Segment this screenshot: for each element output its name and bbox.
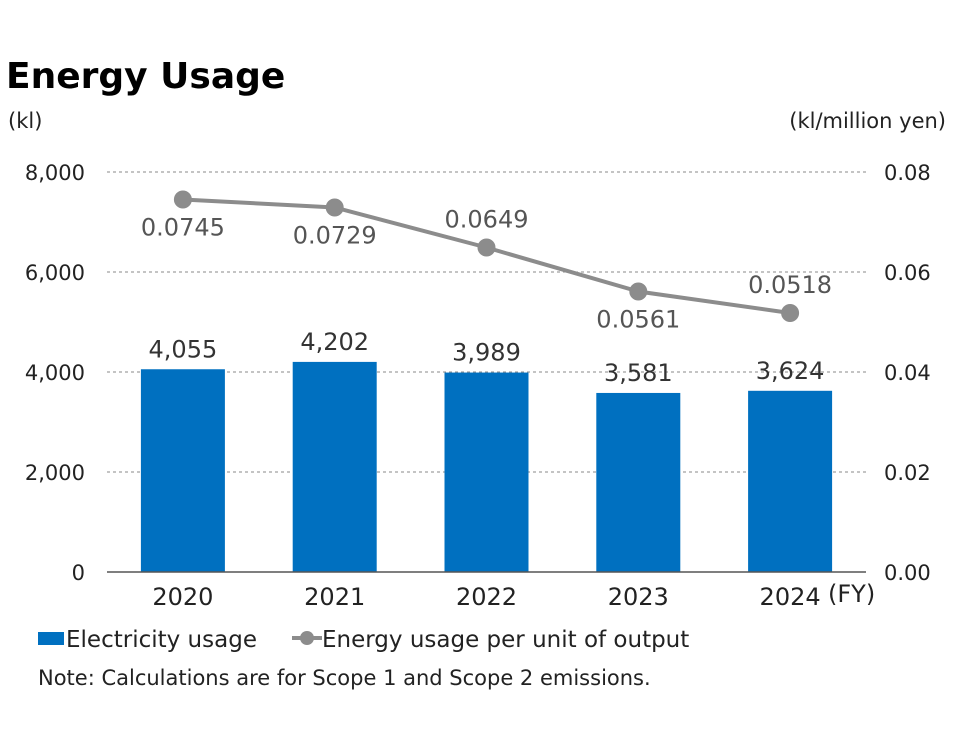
line-marker	[629, 282, 648, 301]
left-tick-label: 4,000	[25, 361, 85, 385]
x-tick-label: 2024	[760, 583, 821, 611]
bar-data-label: 3,624	[756, 357, 825, 385]
line-marker	[173, 190, 192, 209]
right-axis-ticks: 0.00 0.02 0.04 0.06 0.08	[884, 161, 931, 585]
chart-title: Energy Usage	[6, 56, 285, 97]
bar-data-label: 4,055	[149, 335, 218, 363]
right-tick-label: 0.08	[884, 161, 931, 185]
left-tick-label: 2,000	[25, 461, 85, 485]
left-tick-label: 6,000	[25, 261, 85, 285]
bar-data-label: 3,581	[604, 359, 673, 387]
left-axis-ticks: 0 2,000 4,000 6,000 8,000	[25, 161, 85, 585]
left-axis-unit: (kl)	[8, 109, 42, 133]
line-marker	[477, 238, 496, 257]
legend-swatch-energy-marker	[300, 631, 314, 645]
bar	[292, 361, 377, 572]
line-data-label: 0.0729	[293, 222, 377, 250]
legend-label-energy: Energy usage per unit of output	[322, 627, 689, 653]
line-data-label: 0.0518	[748, 271, 832, 299]
bar	[748, 390, 833, 572]
line-data-label: 0.0745	[141, 214, 225, 242]
footnote: Note: Calculations are for Scope 1 and S…	[38, 666, 651, 690]
line-marker	[781, 304, 800, 322]
bar	[140, 369, 225, 572]
line-data-label: 0.0649	[445, 206, 529, 234]
x-axis-unit: (FY)	[828, 580, 875, 608]
bar-series	[140, 361, 833, 572]
line-marker	[325, 198, 344, 217]
bar-data-label: 4,202	[300, 328, 369, 356]
x-tick-label: 2020	[152, 583, 213, 611]
bar-data-label: 3,989	[452, 339, 521, 367]
right-axis-unit: (kl/million yen)	[789, 109, 946, 133]
x-axis-ticks: 2020 2021 2022 2023 2024	[152, 583, 820, 611]
x-tick-label: 2022	[456, 583, 517, 611]
bar	[444, 372, 529, 572]
bar-data-labels: 4,055 4,202 3,989 3,581 3,624	[149, 328, 825, 387]
legend-swatch-electricity	[38, 632, 64, 645]
line-series	[173, 190, 800, 322]
x-tick-label: 2021	[304, 583, 365, 611]
x-tick-label: 2023	[608, 583, 669, 611]
right-tick-label: 0.02	[884, 461, 931, 485]
right-tick-label: 0.04	[884, 361, 931, 385]
left-tick-label: 0	[72, 561, 85, 585]
line-data-label: 0.0561	[596, 306, 680, 334]
right-tick-label: 0.00	[884, 561, 931, 585]
left-tick-label: 8,000	[25, 161, 85, 185]
line-data-labels: 0.0745 0.0729 0.0649 0.0561 0.0518	[141, 206, 832, 334]
legend: Electricity usage Energy usage per unit …	[38, 627, 689, 653]
right-tick-label: 0.06	[884, 261, 931, 285]
legend-label-electricity: Electricity usage	[66, 627, 257, 653]
bar	[596, 392, 681, 572]
